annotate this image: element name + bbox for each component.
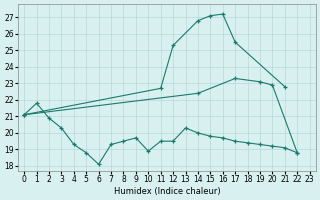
X-axis label: Humidex (Indice chaleur): Humidex (Indice chaleur) — [114, 187, 220, 196]
